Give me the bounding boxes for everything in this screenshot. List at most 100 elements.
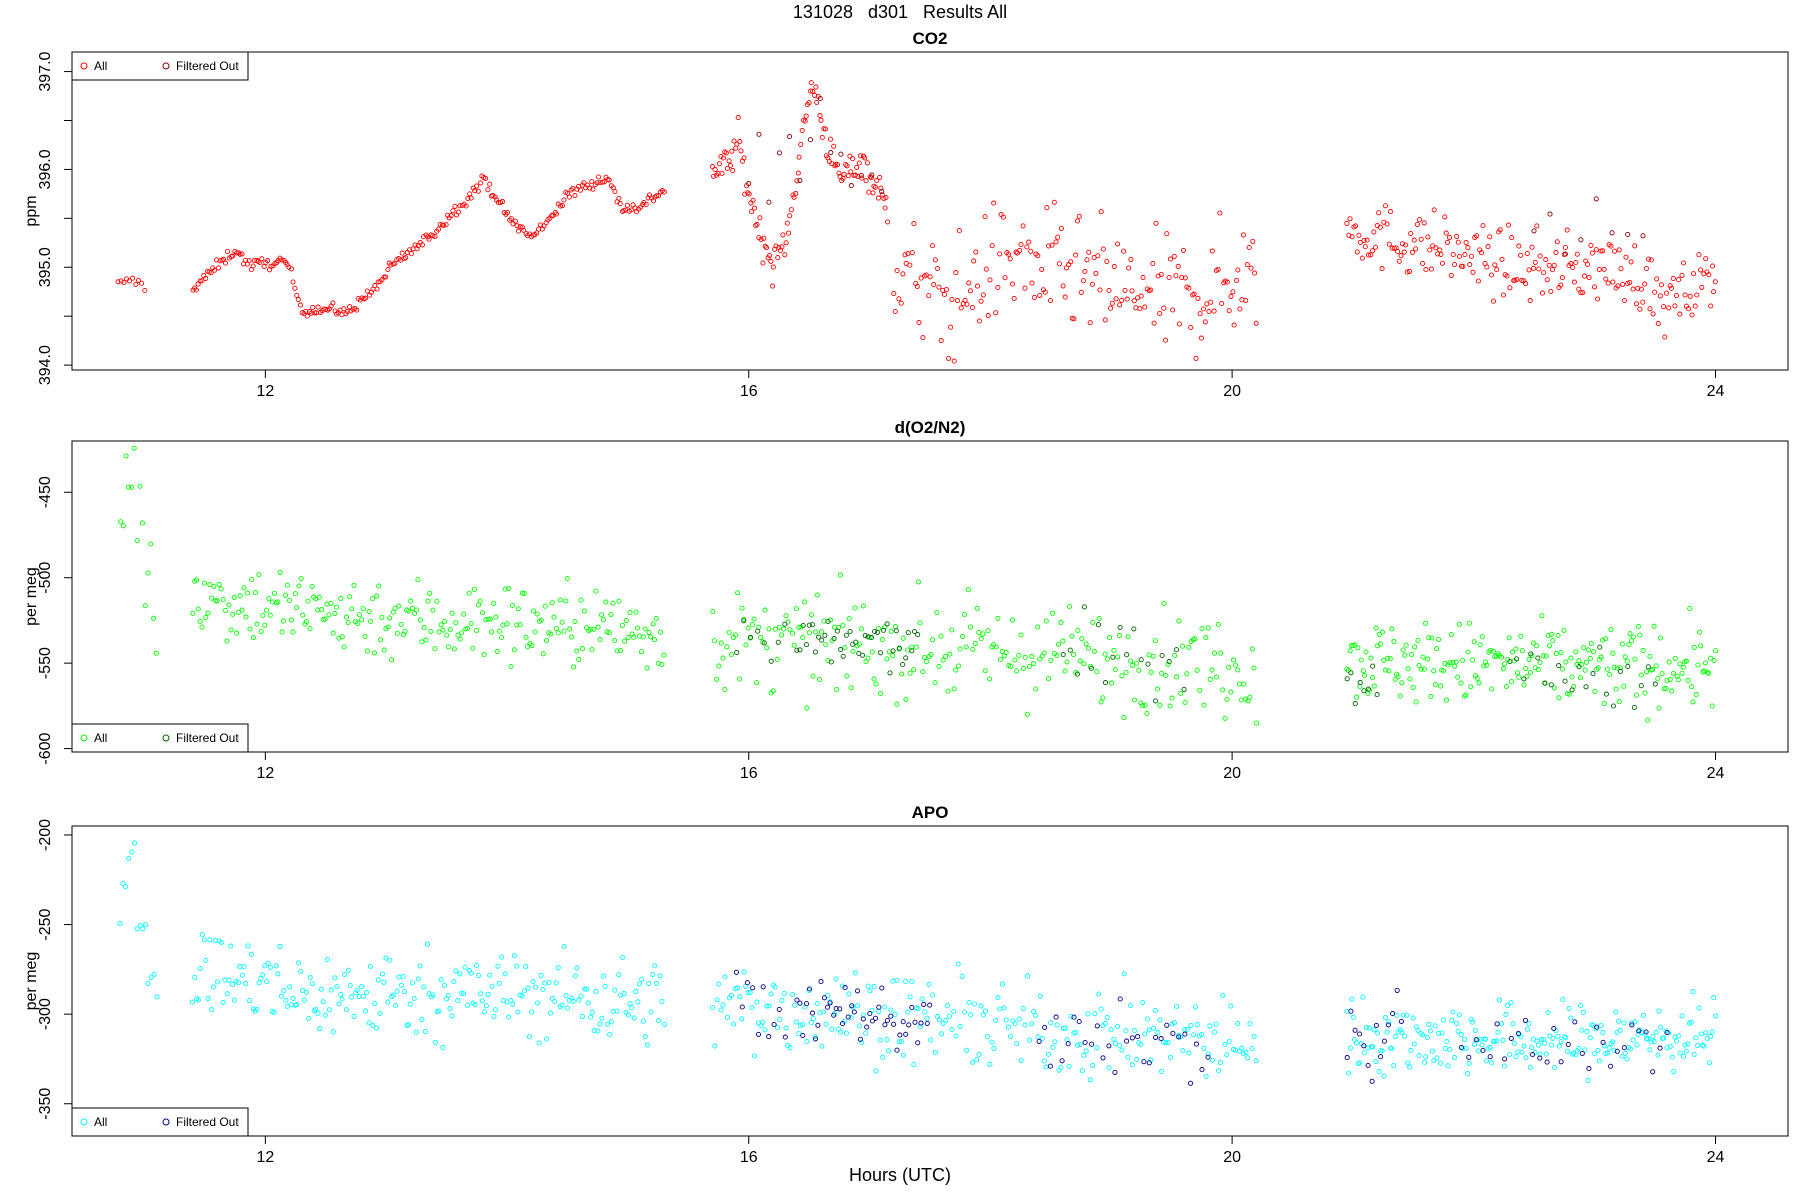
panel-2-data-point-all: [436, 629, 442, 635]
panel-2-data-point-all: [548, 631, 554, 637]
panel-2-data-point-all: [253, 590, 259, 596]
panel-3-data-point-all: [792, 1002, 798, 1008]
panel-3-data-point-all: [1458, 1032, 1464, 1038]
panel-3-data-point-all: [1171, 1020, 1177, 1026]
panel-3-data-point-all: [640, 1018, 646, 1024]
panel-3-data-point-all: [364, 989, 370, 996]
panel-1-data-point-all: [1235, 267, 1241, 273]
panel-3-data-point-all: [968, 1012, 974, 1018]
panel-3-data-point-filtered-out: [744, 980, 750, 986]
panel-2-data-point-all: [1674, 673, 1680, 679]
panel-2-data-point-all: [766, 626, 772, 632]
panel-3-data-point-all: [1487, 1044, 1493, 1050]
panel-2-legend-label-all: All: [94, 731, 107, 745]
panel-3-data-point-all: [455, 998, 461, 1004]
panel-3-data-point-filtered-out: [1036, 1038, 1042, 1044]
panel-3-data-point-filtered-out: [1608, 1063, 1614, 1069]
panel-3-data-point-all: [1346, 1070, 1352, 1076]
panel-3-data-point-all: [1228, 1003, 1234, 1009]
panel-2-data-point-all: [534, 611, 540, 617]
panel-1-data-point-all: [1526, 267, 1532, 273]
panel-3-data-point-all: [1679, 1013, 1685, 1019]
panel-2-data-point-all: [949, 627, 955, 633]
panel-3-data-point-all: [1656, 1008, 1662, 1014]
panel-3-data-point-all: [1163, 1040, 1169, 1046]
panel-1-data-point-all: [478, 180, 484, 186]
panel-2-data-point-all: [351, 582, 357, 588]
panel-1-data-point-all: [138, 280, 145, 286]
panel-2-data-point-all: [211, 583, 217, 589]
panel-2-data-point-all: [1633, 692, 1640, 698]
panel-1-data-point-all: [279, 257, 285, 263]
panel-3-data-point-all: [1037, 993, 1043, 999]
panel-2-data-point-all: [816, 676, 823, 683]
panel-3-data-point-all: [1484, 1058, 1490, 1064]
panel-1-data-point-all: [1368, 252, 1374, 258]
panel-1-data-point-all: [1068, 259, 1074, 265]
panel-2-data-point-all: [1043, 618, 1049, 624]
panel-1-data-point-all: [1404, 269, 1410, 275]
panel-2-data-point-all: [282, 592, 289, 598]
panel-1-data-point-all: [445, 212, 451, 218]
panel-2-data-point-all: [1642, 690, 1648, 696]
panel-3-data-point-all: [1074, 1042, 1081, 1048]
panel-3-data-point-all: [1134, 1056, 1140, 1062]
panel-2-data-point-filtered-out: [909, 648, 915, 654]
panel-1-data-point-all: [1627, 279, 1633, 285]
panel-3-data-point-all: [741, 969, 747, 975]
panel-3-data-point-all: [1020, 1005, 1026, 1011]
panel-1-data-point-all: [831, 143, 837, 149]
panel-2-data-point-all: [1429, 635, 1435, 641]
panel-1-data-point-all: [1421, 220, 1427, 226]
panel-1-y-tick-label: 394.0: [37, 345, 54, 385]
panel-3-data-point-all: [387, 957, 393, 963]
panel-2-data-point-all: [1617, 665, 1623, 671]
panel-1-data-point-all: [1231, 322, 1237, 328]
panel-3-data-point-all: [203, 957, 209, 964]
panel-3-data-point-all: [949, 1026, 955, 1033]
panel-3-data-point-all: [192, 974, 198, 980]
panel-1-data-point-all: [1074, 218, 1081, 224]
panel-2-data-point-all: [1508, 679, 1514, 685]
panel-3-data-point-all: [1404, 1012, 1410, 1018]
panel-2-data-point-filtered-out: [819, 637, 825, 643]
panel-1-data-point-all: [594, 180, 600, 186]
panel-3-data-point-all: [936, 1017, 942, 1023]
panel-1-data-point-all: [985, 313, 991, 319]
panel-3-data-point-all: [1098, 1006, 1104, 1012]
panel-2-data-point-all: [470, 645, 476, 651]
panel-2-data-point-filtered-out: [1514, 656, 1520, 662]
panel-1-data-point-all: [1020, 223, 1026, 229]
panel-1-data-point-all: [1647, 306, 1653, 312]
panel-3-data-point-all: [1506, 1051, 1513, 1058]
panel-3-data-point-filtered-out: [1059, 1058, 1065, 1064]
panel-3-data-point-all: [930, 992, 936, 998]
panel-2-data-point-all: [1408, 651, 1415, 657]
panel-2-data-point-filtered-out: [1110, 654, 1116, 660]
panel-2-data-point-all: [473, 627, 480, 634]
panel-2-data-point-all: [260, 612, 266, 619]
panel-1-data-point-all: [1499, 256, 1505, 262]
panel-2-data-point-all: [1713, 648, 1719, 654]
panel-1-data-point-all: [1661, 304, 1667, 310]
panel-3-data-point-all: [1005, 1024, 1011, 1030]
panel-3-data-point-all: [464, 1002, 471, 1008]
panel-3-data-point-all: [646, 980, 652, 987]
panel-3-data-point-all: [126, 856, 132, 862]
panel-1-y-tick-label: 396.0: [37, 149, 54, 189]
panel-1-data-point-all: [1664, 290, 1670, 296]
panel-2-data-point-all: [139, 520, 146, 526]
panel-3-data-point-all: [871, 984, 877, 990]
panel-3-data-point-all: [1115, 1023, 1121, 1029]
panel-1-data-point-all: [465, 196, 471, 202]
panel-3-data-point-filtered-out: [1487, 1054, 1493, 1060]
panel-2-data-point-all: [237, 593, 243, 599]
panel-1-data-point-all: [1039, 266, 1045, 272]
panel-1-data-point-all: [344, 308, 350, 314]
panel-1-data-point-all: [1058, 225, 1064, 231]
panel-1-data-point-all: [1709, 263, 1716, 269]
panel-1-data-point-all: [1478, 250, 1485, 256]
panel-1-data-point-all: [1505, 222, 1512, 228]
panel-2-data-point-all: [1523, 666, 1529, 672]
panel-3-data-point-filtered-out: [1579, 1050, 1585, 1056]
